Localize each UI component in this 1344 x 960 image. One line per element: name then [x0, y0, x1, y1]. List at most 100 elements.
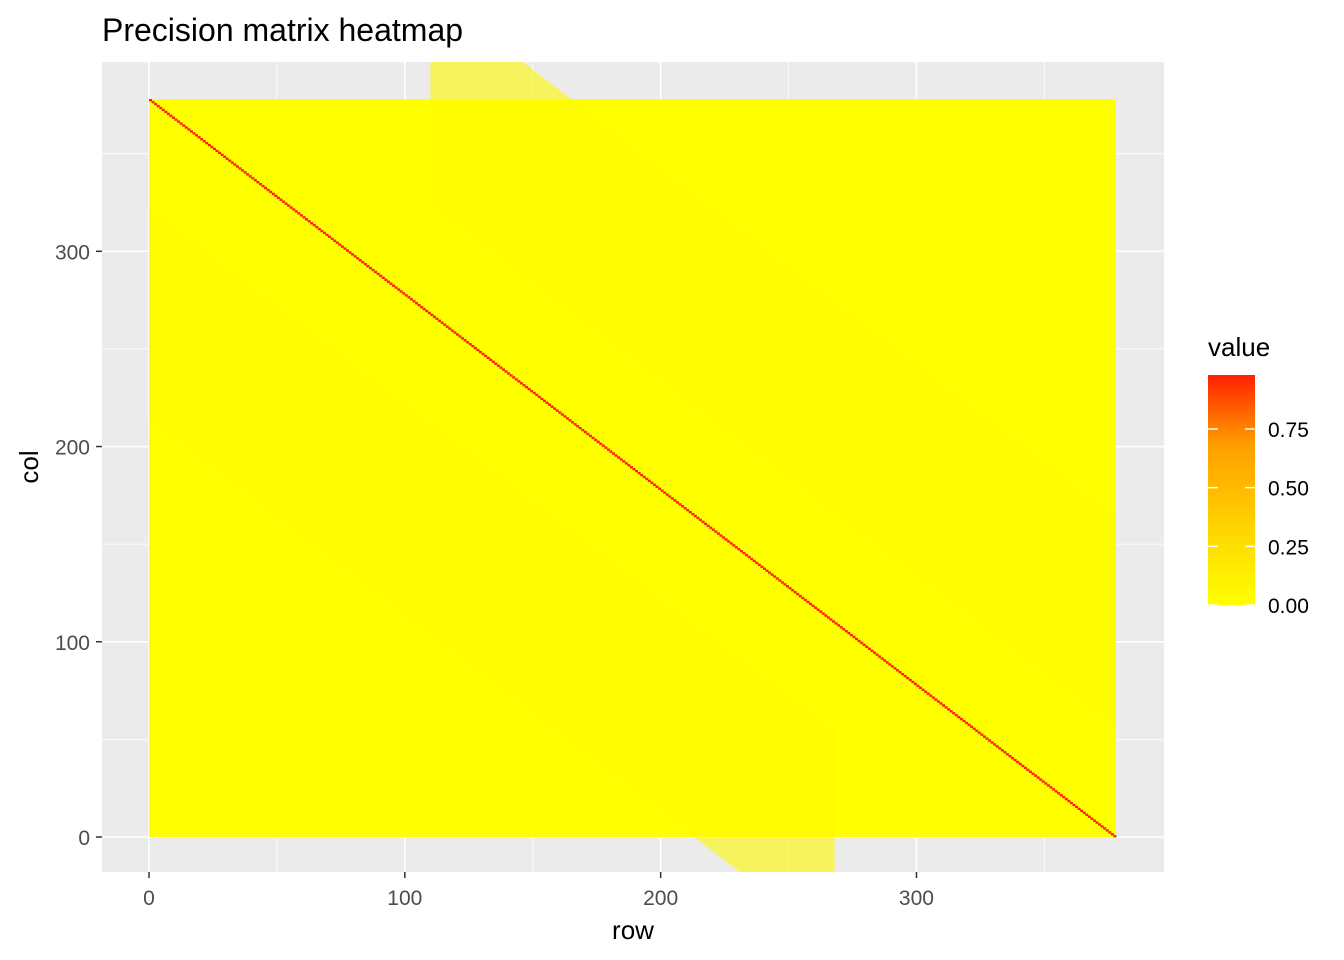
heatmap-diagonal-tile [384, 278, 388, 281]
heatmap-diagonal-tile [307, 220, 311, 223]
heatmap-diagonal-tile [788, 587, 792, 590]
heatmap-diagonal-tile [351, 253, 355, 256]
heatmap-diagonal-tile [834, 622, 838, 625]
heatmap-diagonal-tile [952, 712, 956, 715]
heatmap-diagonal-tile [450, 329, 454, 332]
heatmap-diagonal-tile [287, 204, 291, 207]
heatmap-diagonal-tile [532, 391, 536, 395]
heatmap-diagonal-tile [1110, 833, 1114, 836]
heatmap-diagonal-tile [1062, 796, 1066, 799]
heatmap-diagonal-tile [218, 151, 222, 155]
heatmap-diagonal-tile [172, 116, 175, 119]
heatmap-diagonal-tile [619, 458, 623, 461]
heatmap-diagonal-tile [530, 389, 534, 393]
heatmap-diagonal-tile [857, 639, 861, 643]
heatmap-diagonal-tile [706, 524, 710, 527]
legend-tick-label: 0.50 [1268, 478, 1309, 501]
heatmap-diagonal-tile [509, 374, 513, 377]
heatmap-diagonal-tile [415, 302, 419, 305]
heatmap-diagonal-tile [1044, 782, 1048, 785]
heatmap-diagonal-tile [202, 140, 206, 143]
heatmap-diagonal-tile [612, 452, 615, 455]
heatmap-diagonal-tile [376, 272, 380, 276]
heatmap-diagonal-tile [166, 112, 170, 116]
heatmap-diagonal-tile [926, 692, 930, 695]
heatmap-diagonal-tile [980, 733, 984, 736]
heatmap-diagonal-tile [235, 165, 239, 168]
heatmap-diagonal-tile [878, 655, 882, 658]
heatmap-diagonal-tile [269, 190, 273, 194]
heatmap-diagonal-tile [760, 565, 764, 568]
heatmap-diagonal-tile [686, 509, 690, 512]
heatmap-diagonal-tile [890, 665, 894, 668]
heatmap-diagonal-tile [652, 483, 656, 486]
heatmap-diagonal-tile [522, 384, 526, 387]
heatmap-diagonal-tile [386, 280, 390, 283]
heatmap-diagonal-tile [1082, 811, 1086, 814]
heatmap-diagonal-tile [942, 704, 946, 707]
heatmap-diagonal-tile [519, 382, 523, 385]
heatmap-diagonal-tile [860, 641, 864, 645]
y-tick-label: 100 [55, 632, 90, 655]
heatmap-diagonal-tile [149, 99, 152, 102]
heatmap-diagonal-tile [471, 345, 475, 348]
heatmap-diagonal-tile [302, 216, 306, 219]
x-tick-label: 300 [899, 887, 934, 910]
heatmap-diagonal-tile [699, 518, 702, 522]
heatmap-diagonal-tile [325, 233, 329, 237]
heatmap-diagonal-tile [527, 387, 531, 391]
heatmap-diagonal-tile [803, 598, 807, 602]
heatmap-diagonal-tile [962, 719, 966, 723]
heatmap-diagonal-tile [658, 487, 662, 490]
heatmap-diagonal-tile [750, 557, 754, 561]
heatmap-diagonal-tile [274, 194, 278, 198]
heatmap-diagonal-tile [151, 100, 155, 104]
heatmap-diagonal-tile [752, 559, 756, 563]
heatmap-diagonal-tile [1085, 813, 1089, 816]
heatmap-diagonal-tile [499, 366, 503, 369]
heatmap-diagonal-tile [826, 616, 830, 619]
heatmap-diagonal-tile [407, 296, 411, 299]
heatmap-diagonal-tile [893, 667, 897, 670]
legend-colorbar [1208, 375, 1255, 605]
heatmap-diagonal-tile [931, 696, 935, 699]
legend-tick-label: 0.75 [1268, 419, 1309, 442]
heatmap-diagonal-tile [404, 294, 408, 297]
heatmap-diagonal-tile [256, 181, 260, 184]
heatmap-diagonal-tile [473, 346, 477, 350]
heatmap-diagonal-tile [466, 341, 470, 344]
heatmap-diagonal-tile [192, 132, 196, 135]
heatmap-diagonal-tile [535, 393, 539, 397]
x-tick-label: 100 [387, 887, 422, 910]
heatmap-diagonal-tile [486, 356, 490, 360]
heatmap-diagonal-tile [1057, 792, 1061, 795]
heatmap-diagonal-tile [637, 471, 641, 475]
heatmap-diagonal-tile [294, 210, 298, 213]
heatmap-diagonal-tile [207, 143, 211, 147]
heatmap-diagonal-tile [742, 551, 746, 555]
heatmap-diagonal-tile [1046, 784, 1050, 787]
heatmap-diagonal-tile [844, 630, 848, 633]
heatmap-diagonal-tile [548, 403, 552, 406]
heatmap-diagonal-tile [363, 263, 367, 266]
heatmap-diagonal-tile [440, 321, 444, 324]
heatmap-diagonal-tile [903, 674, 907, 678]
heatmap-diagonal-tile [1016, 760, 1020, 764]
heatmap-diagonal-tile [949, 710, 953, 713]
heatmap-diagonal-tile [215, 149, 219, 153]
heatmap-diagonal-tile [1080, 809, 1084, 813]
heatmap-diagonal-tile [565, 417, 569, 420]
heatmap-diagonal-tile [525, 386, 529, 389]
heatmap-diagonal-tile [675, 501, 679, 504]
heatmap-diagonal-tile [993, 743, 997, 746]
heatmap-diagonal-tile [783, 583, 787, 586]
heatmap-diagonal-tile [1100, 825, 1104, 828]
heatmap-diagonal-tile [599, 442, 603, 445]
heatmap-diagonal-tile [977, 731, 981, 734]
heatmap-diagonal-tile [642, 475, 646, 479]
heatmap-diagonal-tile [814, 606, 818, 609]
heatmap-diagonal-tile [990, 741, 994, 744]
heatmap-diagonal-tile [693, 514, 697, 518]
heatmap-diagonal-tile [251, 177, 255, 180]
heatmap-diagonal-tile [768, 571, 772, 574]
